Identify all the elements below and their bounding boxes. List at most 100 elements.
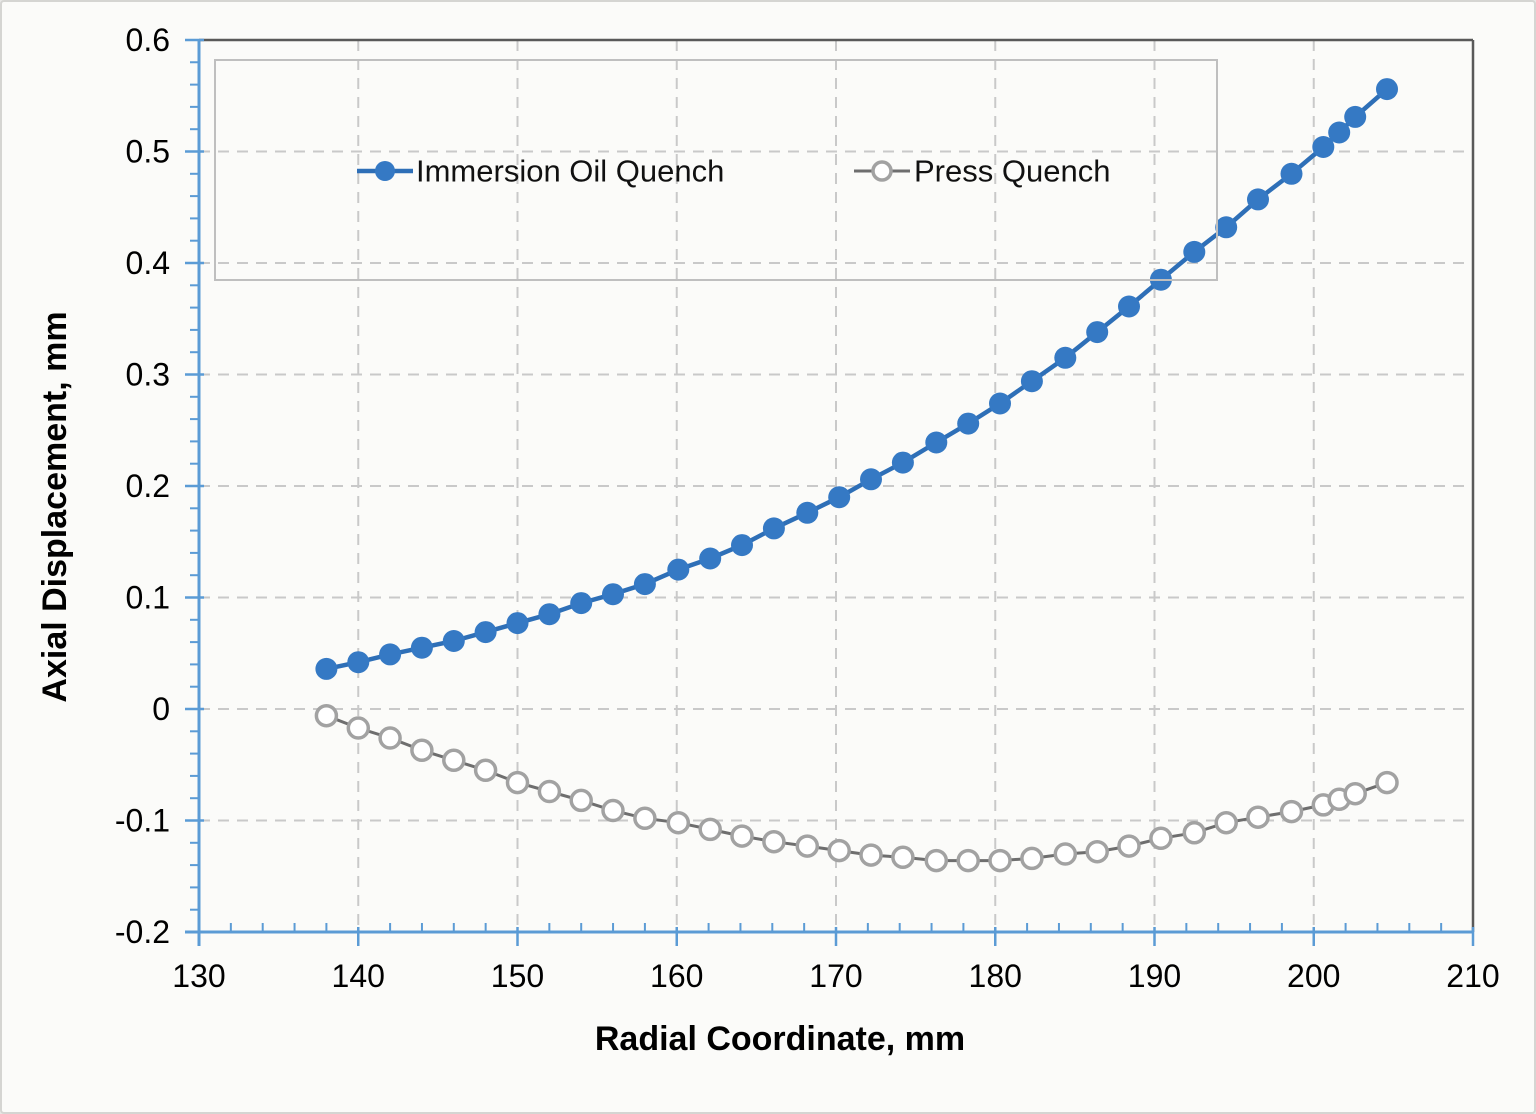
x-tick-label: 180 xyxy=(969,958,1022,994)
x-tick-label: 190 xyxy=(1128,958,1181,994)
tick-labels: 130 140 150 160 170 180 190 200 210 0.6 0.5 0.4 0.3 0… xyxy=(115,22,1500,994)
open-circle-marker-icon xyxy=(410,738,434,763)
open-circle-marker-icon xyxy=(988,848,1012,873)
x-tick-label: 150 xyxy=(491,958,544,994)
data-series xyxy=(314,78,1399,873)
open-circle-marker-icon xyxy=(442,748,466,773)
open-circle-marker-icon xyxy=(956,848,980,873)
open-circle-marker-icon xyxy=(346,716,371,740)
open-circle-marker-icon xyxy=(505,770,530,795)
open-circle-marker-icon xyxy=(633,806,657,831)
series-line xyxy=(325,714,1388,863)
filled-circle-marker-icon xyxy=(699,547,722,570)
open-circle-marker-icon xyxy=(762,829,786,854)
filled-circle-marker-icon xyxy=(731,534,753,557)
filled-circle-marker-icon xyxy=(633,573,656,596)
x-tick-label: 130 xyxy=(172,958,225,994)
y-tick-label: 0.5 xyxy=(126,134,170,170)
y-tick-label: -0.1 xyxy=(115,803,170,839)
open-circle-marker-icon xyxy=(1053,842,1078,866)
open-circle-marker-icon xyxy=(891,845,915,870)
filled-circle-marker-icon xyxy=(1215,216,1238,239)
open-circle-marker-icon xyxy=(666,810,691,835)
open-circle-marker-icon xyxy=(859,843,883,867)
filled-circle-marker-icon xyxy=(989,392,1011,415)
filled-circle-marker-icon xyxy=(602,583,624,606)
axes xyxy=(185,38,1475,946)
open-circle-marker-icon xyxy=(1182,821,1207,845)
filled-circle-marker-icon xyxy=(860,468,882,491)
series-press-quench xyxy=(314,703,1399,873)
filled-circle-marker-icon xyxy=(538,603,561,626)
open-circle-marker-icon xyxy=(1020,846,1044,871)
open-circle-marker-icon xyxy=(1279,799,1304,824)
filled-circle-marker-icon xyxy=(828,486,851,509)
filled-circle-marker-icon xyxy=(762,517,785,540)
filled-circle-marker-icon xyxy=(1054,346,1077,369)
filled-circle-marker-icon xyxy=(1020,370,1043,393)
filled-circle-marker-icon xyxy=(1328,121,1351,144)
open-circle-marker-icon xyxy=(924,848,949,873)
y-tick-label: -0.2 xyxy=(115,914,170,950)
legend-item-press-quench: Press Quench xyxy=(854,154,1110,189)
x-tick-label: 160 xyxy=(650,958,703,994)
legend-label-press: Press Quench xyxy=(914,154,1110,189)
filled-circle-marker-icon xyxy=(891,451,914,474)
legend-border xyxy=(214,59,1218,281)
filled-circle-marker-icon xyxy=(474,621,497,644)
x-tick-label: 210 xyxy=(1446,958,1499,994)
filled-circle-marker-icon xyxy=(442,630,465,652)
open-circle-marker-icon xyxy=(473,758,498,783)
open-circle-marker-icon xyxy=(537,779,562,804)
filled-circle-marker-icon xyxy=(315,657,338,680)
legend: Immersion Oil Quench Press Quench xyxy=(214,59,1218,281)
open-circle-marker-icon xyxy=(1375,770,1399,795)
x-tick-label: 140 xyxy=(332,958,385,994)
filled-circle-marker-icon xyxy=(570,592,593,615)
filled-circle-marker-icon xyxy=(1376,78,1398,101)
y-tick-label: 0.3 xyxy=(126,357,170,393)
filled-circle-marker-icon xyxy=(1312,136,1335,158)
open-circle-marker-icon xyxy=(1149,826,1173,851)
filled-circle-marker-icon xyxy=(506,612,529,635)
y-tick-label: 0.2 xyxy=(126,468,170,504)
filled-circle-marker-icon xyxy=(1086,321,1109,344)
filled-circle-marker-icon xyxy=(925,431,948,454)
open-circle-marker-icon xyxy=(795,834,820,858)
filled-circle-marker-icon xyxy=(379,643,402,666)
open-circle-marker-icon xyxy=(1214,810,1238,835)
filled-circle-marker-icon xyxy=(957,412,980,435)
plot-borders xyxy=(199,38,1475,932)
filled-circle-marker-icon xyxy=(1247,188,1269,211)
filled-circle-marker-icon xyxy=(667,558,690,581)
open-circle-marker-icon xyxy=(601,798,625,823)
open-circle-marker-icon xyxy=(730,824,754,848)
filled-circle-marker-icon xyxy=(1183,240,1206,263)
open-circle-marker-icon xyxy=(378,726,402,750)
filled-circle-marker-icon xyxy=(1280,162,1303,185)
open-circle-marker-icon xyxy=(871,160,893,182)
x-tick-label: 170 xyxy=(809,958,862,994)
y-axis-title: Axial Displacement, mm xyxy=(36,311,74,702)
filled-circle-marker-icon xyxy=(1118,295,1140,318)
open-circle-marker-icon xyxy=(827,838,851,863)
filled-circle-marker-icon xyxy=(410,636,433,659)
open-circle-marker-icon xyxy=(1343,781,1367,806)
open-circle-marker-icon xyxy=(1085,839,1109,864)
legend-item-immersion-oil-quench: Immersion Oil Quench xyxy=(357,154,724,189)
series-immersion-oil-quench xyxy=(315,78,1398,680)
filled-circle-marker-icon xyxy=(347,651,370,674)
open-circle-marker-icon xyxy=(1117,834,1141,858)
open-circle-marker-icon xyxy=(569,788,593,813)
filled-circle-marker-icon xyxy=(796,501,819,524)
y-tick-label: 0 xyxy=(152,691,170,727)
legend-label-immersion: Immersion Oil Quench xyxy=(416,154,724,189)
x-tick-label: 200 xyxy=(1287,958,1340,994)
filled-circle-marker-icon xyxy=(375,161,395,181)
open-circle-marker-icon xyxy=(314,703,339,728)
open-circle-marker-icon xyxy=(698,817,722,842)
filled-circle-marker-icon xyxy=(1344,105,1367,128)
y-tick-label: 0.1 xyxy=(126,580,170,616)
